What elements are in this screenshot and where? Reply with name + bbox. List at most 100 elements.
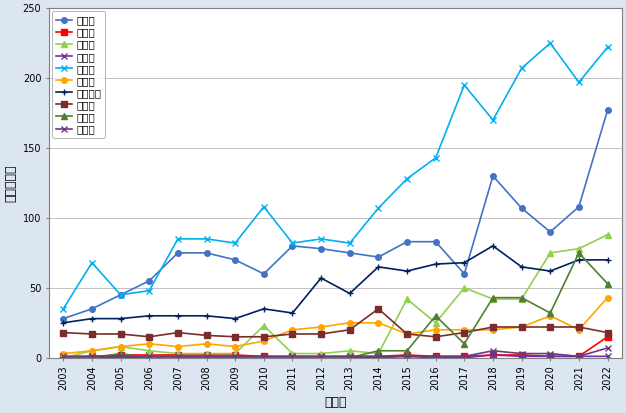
大分県 [88,354,96,359]
鹿児島県 [346,291,354,296]
熊本県 [461,83,468,88]
Line: 佐賀県: 佐賀県 [61,232,610,361]
鹿児島県 [260,306,267,311]
その他 [145,354,153,359]
Line: その他: その他 [60,344,611,360]
長崎県 [403,354,411,359]
その他 [489,348,496,353]
宮崎県 [518,325,525,330]
宮崎県 [432,328,439,332]
大分県 [232,352,239,357]
宮崎県 [461,328,468,332]
佐賀県 [489,297,496,301]
沖縄県 [374,306,382,311]
Line: 福岡県: 福岡県 [61,107,610,321]
鹿児島県 [88,316,96,321]
大分県 [518,352,525,357]
鹿児島県 [289,311,296,316]
鹿児島県 [575,257,583,262]
福岡県 [403,239,411,244]
山口県 [232,355,239,360]
福岡県 [518,206,525,211]
沖縄県 [117,332,125,337]
沖縄県 [145,334,153,339]
長崎県 [145,355,153,360]
宮崎県 [317,325,325,330]
長崎県 [603,354,611,359]
大分県 [59,354,67,359]
山口県 [489,295,496,300]
Y-axis label: 観察個体数: 観察個体数 [4,164,17,202]
その他 [575,354,583,359]
熊本県 [88,260,96,265]
鹿児島県 [403,268,411,273]
福岡県 [489,173,496,178]
長崎県 [346,355,354,360]
宮崎県 [575,328,583,332]
福岡県 [432,239,439,244]
山口県 [59,355,67,360]
山口県 [575,250,583,255]
熊本県 [346,241,354,246]
大分県 [603,334,611,339]
佐賀県 [461,285,468,290]
その他 [260,354,267,359]
Line: 大分県: 大分県 [61,334,610,359]
山口県 [403,348,411,353]
その他 [203,354,210,359]
Line: 山口県: 山口県 [61,250,610,361]
長崎県 [317,355,325,360]
大分県 [317,354,325,359]
鹿児島県 [461,260,468,265]
長崎県 [518,354,525,359]
沖縄県 [88,332,96,337]
宮崎県 [289,328,296,332]
鹿児島県 [374,264,382,269]
鹿児島県 [317,275,325,280]
沖縄県 [518,325,525,330]
長崎県 [59,355,67,360]
佐賀県 [59,355,67,360]
熊本県 [260,204,267,209]
山口県 [289,355,296,360]
沖縄県 [432,334,439,339]
佐賀県 [232,351,239,356]
大分県 [374,354,382,359]
長崎県 [203,355,210,360]
長崎県 [461,355,468,360]
鹿児島県 [518,264,525,269]
佐賀県 [403,297,411,301]
山口県 [117,351,125,356]
福岡県 [603,108,611,113]
福岡県 [546,230,554,235]
佐賀県 [374,351,382,356]
長崎県 [117,355,125,360]
その他 [232,354,239,359]
Line: 熊本県: 熊本県 [60,40,611,312]
宮崎県 [88,348,96,353]
福岡県 [232,257,239,262]
福岡県 [174,250,182,255]
熊本県 [174,236,182,241]
宮崎県 [346,320,354,325]
熊本県 [317,236,325,241]
山口県 [432,313,439,318]
宮崎県 [489,328,496,332]
長崎県 [546,354,554,359]
熊本県 [374,206,382,211]
沖縄県 [289,332,296,337]
佐賀県 [346,348,354,353]
沖縄県 [403,332,411,337]
沖縄県 [575,325,583,330]
長崎県 [489,352,496,357]
宮崎県 [232,344,239,349]
沖縄県 [489,325,496,330]
宮崎県 [546,313,554,318]
沖縄県 [174,330,182,335]
宮崎県 [174,344,182,349]
その他 [317,354,325,359]
その他 [59,354,67,359]
沖縄県 [546,325,554,330]
長崎県 [432,355,439,360]
大分県 [289,354,296,359]
